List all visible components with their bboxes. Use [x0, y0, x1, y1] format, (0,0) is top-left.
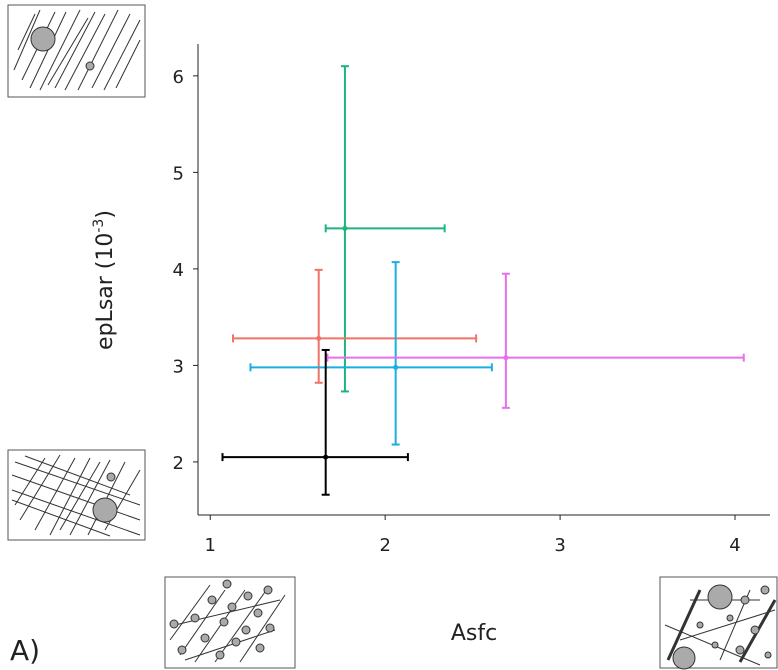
panel-label: A): [10, 634, 40, 667]
x-tick-label: 1: [205, 535, 216, 556]
thumbnail-bottom: [164, 576, 296, 669]
point: [503, 355, 509, 361]
point: [393, 364, 399, 370]
x-tick-label: 3: [554, 535, 565, 556]
y-tick-label: 6: [173, 67, 184, 88]
y-axis-label: epLsar (10-3): [91, 210, 118, 350]
point: [316, 335, 322, 341]
x-tick-label: 2: [379, 535, 390, 556]
x-axis-label: Asfc: [451, 621, 497, 646]
y-tick-label: 5: [173, 163, 184, 184]
thumbnail-bottom-right: [659, 576, 778, 670]
y-tick-label: 2: [173, 453, 184, 474]
thumbnail-left: [7, 449, 146, 541]
x-tick-label: 4: [729, 535, 740, 556]
y-axis-label-text: epLsar (10: [93, 233, 118, 350]
y-axis-label-close: ): [93, 210, 118, 219]
point: [342, 225, 348, 231]
y-axis-label-exponent: -3: [91, 219, 107, 233]
y-tick-label: 3: [173, 356, 184, 377]
y-tick-label: 4: [173, 260, 184, 281]
thumbnail-top-left: [7, 4, 146, 98]
point: [323, 454, 329, 460]
